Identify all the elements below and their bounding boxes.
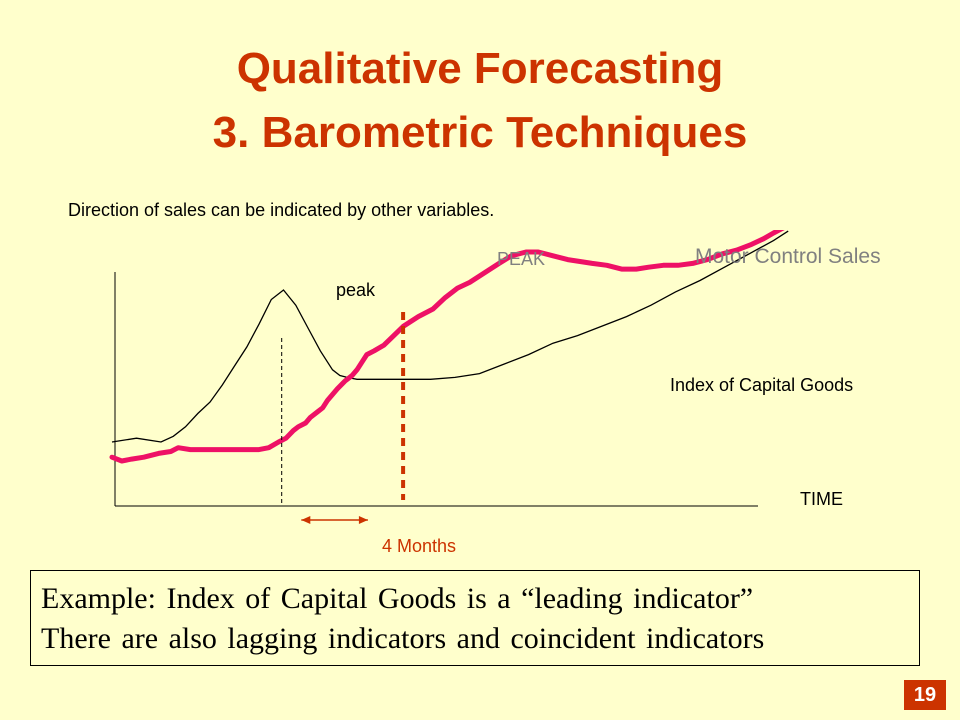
index-of-capital-goods-line (111, 230, 789, 443)
motor-control-sales-line (109, 230, 785, 464)
slide-description: Direction of sales can be indicated by o… (68, 200, 495, 220)
sales-series-label: Motor Control Sales (695, 245, 881, 268)
four-months-label: 4 Months (382, 536, 456, 556)
arrow-head-left (301, 516, 311, 524)
sales-peak-label: PEAK (497, 249, 545, 269)
example-line-1: Example: Index of Capital Goods is a “le… (41, 582, 754, 615)
slide-subtitle-heading: 3. Barometric Techniques (212, 108, 748, 157)
barometric-chart: peak PEAK 4 Months Index of Capital Good… (109, 230, 881, 556)
four-months-arrow (301, 516, 368, 524)
example-line-2: There are also lagging indicators and co… (41, 622, 765, 655)
arrow-head-right (358, 516, 368, 524)
x-axis-label: TIME (800, 489, 843, 509)
page-number: 19 (904, 680, 946, 710)
index-peak-label: peak (336, 280, 376, 300)
example-box: Example: Index of Capital Goods is a “le… (30, 570, 920, 666)
slide-title: Qualitative Forecasting (236, 44, 724, 93)
index-series-label: Index of Capital Goods (670, 375, 853, 395)
